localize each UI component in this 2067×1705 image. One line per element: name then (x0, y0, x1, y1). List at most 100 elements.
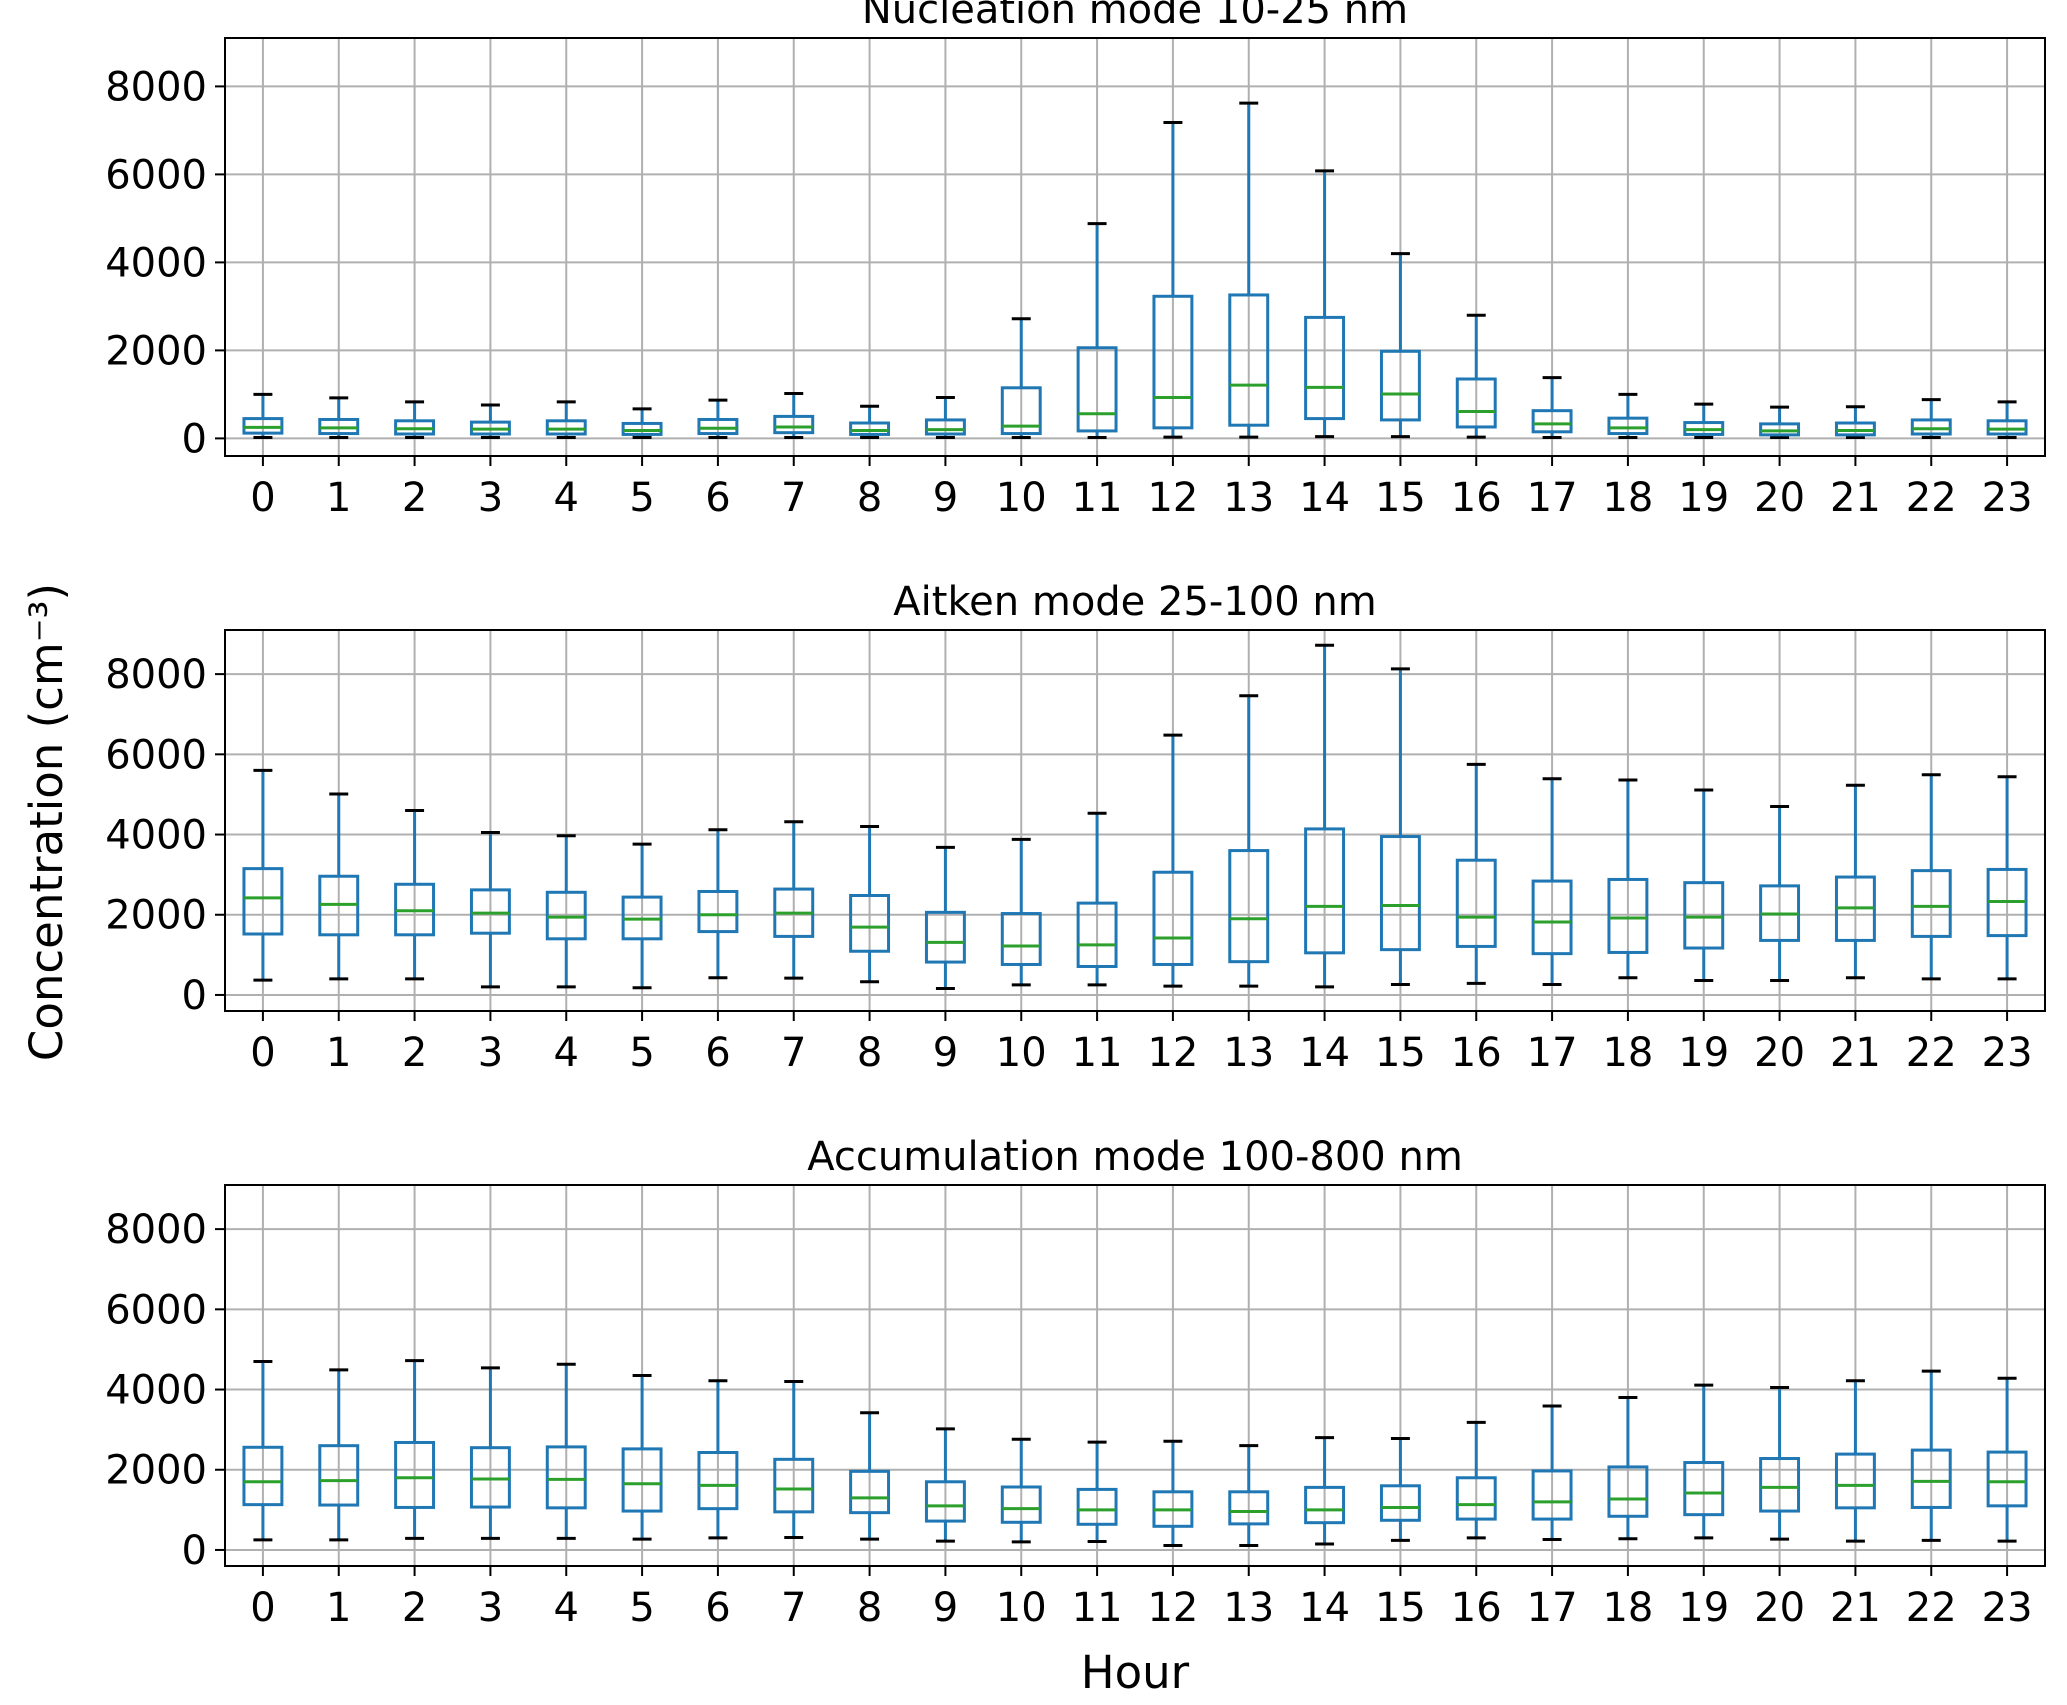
x-tick-label: 19 (1678, 1030, 1729, 1076)
box-hour-6 (697, 398, 739, 440)
iqr-box (697, 1451, 739, 1511)
x-tick-label: 0 (250, 475, 275, 521)
x-tick-label: 7 (781, 1585, 806, 1631)
iqr-box (924, 1480, 966, 1523)
box-hour-18 (1607, 778, 1649, 980)
box-hour-1 (318, 1368, 360, 1542)
box-hour-14 (1304, 1436, 1346, 1546)
x-tick-label: 17 (1527, 1030, 1578, 1076)
iqr-box (924, 910, 966, 964)
iqr-box (621, 421, 663, 436)
x-tick-label: 11 (1072, 475, 1123, 521)
panel-title: Nucleation mode 10-25 nm (862, 0, 1408, 33)
y-tick-label: 4000 (105, 1368, 207, 1414)
x-tick-label: 2 (402, 1030, 427, 1076)
iqr-box (1000, 386, 1042, 436)
x-tick-label: 16 (1451, 1030, 1502, 1076)
iqr-box (1910, 869, 1952, 938)
box-hour-21 (1834, 1379, 1876, 1543)
box-hour-0 (242, 392, 284, 440)
x-tick-label: 18 (1602, 475, 1653, 521)
x-tick-label: 10 (996, 1585, 1047, 1631)
box-hour-20 (1759, 405, 1801, 440)
iqr-box (1986, 419, 2028, 436)
iqr-box (1910, 418, 1952, 436)
x-tick-label: 21 (1830, 1030, 1881, 1076)
iqr-box (1379, 835, 1421, 952)
box-hour-10 (1000, 317, 1042, 440)
x-tick-label: 2 (402, 475, 427, 521)
x-tick-label: 18 (1602, 1585, 1653, 1631)
iqr-box (1379, 1484, 1421, 1522)
iqr-box (849, 1469, 891, 1515)
x-tick-label: 9 (933, 475, 958, 521)
box-hour-15 (1379, 1436, 1421, 1542)
iqr-box (1455, 377, 1497, 429)
iqr-box (924, 418, 966, 436)
iqr-box (1531, 879, 1573, 956)
x-tick-label: 1 (326, 475, 351, 521)
box-hour-5 (621, 1374, 663, 1541)
x-tick-label: 22 (1906, 1585, 1957, 1631)
x-tick-label: 7 (781, 475, 806, 521)
y-tick-label: 6000 (105, 1287, 207, 1333)
iqr-box (773, 1457, 815, 1514)
x-tick-label: 3 (478, 475, 503, 521)
x-tick-label: 10 (996, 1030, 1047, 1076)
x-tick-label: 9 (933, 1030, 958, 1076)
iqr-box (1228, 849, 1270, 964)
iqr-box (697, 889, 739, 934)
x-tick-label: 16 (1451, 1585, 1502, 1631)
x-tick-label: 13 (1223, 1585, 1274, 1631)
box-hour-1 (318, 792, 360, 981)
y-tick-label: 6000 (105, 732, 207, 778)
x-tick-label: 8 (857, 1585, 882, 1631)
box-hour-7 (773, 1380, 815, 1540)
x-tick-label: 11 (1072, 1585, 1123, 1631)
x-tick-label: 6 (705, 475, 730, 521)
x-tick-label: 23 (1982, 1030, 2033, 1076)
iqr-box (1379, 349, 1421, 422)
x-tick-label: 12 (1147, 1585, 1198, 1631)
x-tick-label: 11 (1072, 1030, 1123, 1076)
box-hour-12 (1152, 1439, 1194, 1548)
x-tick-label: 15 (1375, 1585, 1426, 1631)
box-hour-17 (1531, 376, 1573, 440)
plot-frame (224, 1184, 2046, 1567)
x-tick-label: 19 (1678, 1585, 1729, 1631)
y-tick-label: 4000 (105, 240, 207, 286)
iqr-box (1076, 346, 1118, 433)
iqr-box (1228, 1490, 1270, 1526)
box-hour-22 (1910, 773, 1952, 981)
box-hour-22 (1910, 1369, 1952, 1542)
box-hour-12 (1152, 733, 1194, 988)
box-hour-23 (1986, 400, 2028, 440)
iqr-box (1000, 912, 1042, 966)
box-hour-20 (1759, 804, 1801, 983)
iqr-box (1834, 1452, 1876, 1510)
box-hour-11 (1076, 811, 1118, 987)
y-tick-label: 6000 (105, 152, 207, 198)
box-hour-22 (1910, 398, 1952, 440)
x-axis-label: Hour (1081, 1646, 1190, 1699)
iqr-box (1607, 1465, 1649, 1518)
iqr-box (1455, 858, 1497, 948)
x-tick-label: 14 (1299, 475, 1350, 521)
plot-frame (224, 629, 2046, 1012)
y-tick-label: 0 (182, 416, 207, 462)
x-tick-label: 23 (1982, 475, 2033, 521)
x-tick-label: 2 (402, 1585, 427, 1631)
box-hour-23 (1986, 1376, 2028, 1543)
x-tick-label: 5 (629, 1030, 654, 1076)
iqr-box (242, 867, 284, 936)
iqr-box (469, 888, 511, 935)
box-hour-19 (1683, 402, 1725, 440)
box-hour-17 (1531, 1404, 1573, 1542)
x-tick-label: 13 (1223, 475, 1274, 521)
iqr-box (1152, 294, 1194, 430)
x-tick-label: 23 (1982, 1585, 2033, 1631)
y-tick-label: 2000 (105, 1448, 207, 1494)
